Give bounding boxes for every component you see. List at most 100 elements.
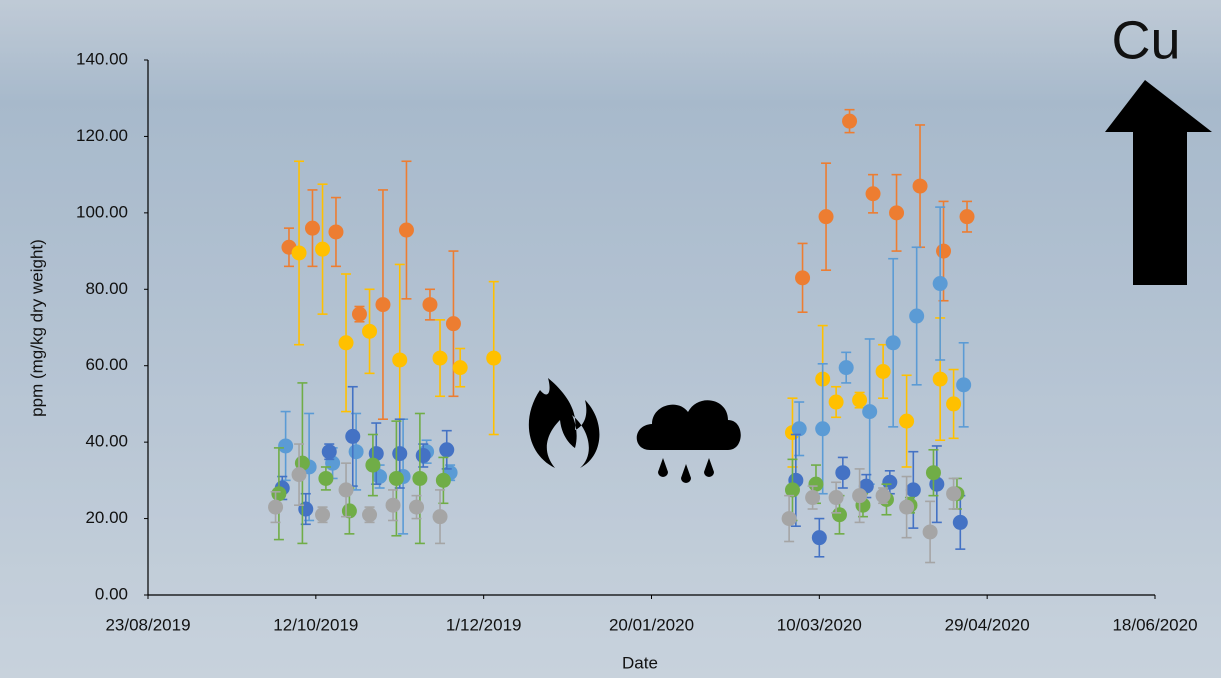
- data-point: [318, 470, 334, 486]
- x-tick-label: 29/04/2020: [945, 615, 1030, 634]
- data-point: [912, 178, 928, 194]
- x-tick-label: 20/01/2020: [609, 615, 694, 634]
- data-point: [351, 306, 367, 322]
- data-point: [328, 224, 344, 240]
- plot-area: 0.00 20.00 40.00 60.00 80.00 100.00 120.00 140.…: [76, 49, 1198, 634]
- data-point: [452, 360, 468, 376]
- data-point: [435, 472, 451, 488]
- data-point: [781, 511, 797, 527]
- data-point: [875, 488, 891, 504]
- data-point: [909, 308, 925, 324]
- data-point: [375, 297, 391, 313]
- data-point: [899, 499, 915, 515]
- data-point: [818, 209, 834, 225]
- data-point: [392, 446, 408, 462]
- y-tick-label: 20.00: [85, 508, 128, 527]
- data-point: [432, 509, 448, 525]
- x-tick-label: 10/03/2020: [777, 615, 862, 634]
- y-tick-label: 0.00: [95, 584, 128, 603]
- data-point: [338, 335, 354, 351]
- data-point: [831, 507, 847, 523]
- data-point: [268, 499, 284, 515]
- x-tick-label: 18/06/2020: [1112, 615, 1197, 634]
- data-point: [811, 530, 827, 546]
- data-point: [875, 363, 891, 379]
- data-point: [315, 241, 331, 257]
- data-point: [946, 486, 962, 502]
- x-tick-label: 1/12/2019: [446, 615, 522, 634]
- data-point: [392, 352, 408, 368]
- data-point: [784, 482, 800, 498]
- data-point: [922, 524, 938, 540]
- data-point: [842, 113, 858, 129]
- data-point: [852, 392, 868, 408]
- data-point: [905, 482, 921, 498]
- x-axis-title: Date: [622, 653, 658, 672]
- y-tick-label: 120.00: [76, 126, 128, 145]
- element-label: Cu: [1111, 10, 1180, 70]
- data-point: [365, 457, 381, 473]
- data-point: [791, 421, 807, 437]
- data-point: [925, 465, 941, 481]
- x-tick-label: 12/10/2019: [273, 615, 358, 634]
- data-point: [415, 448, 431, 464]
- data-point: [486, 350, 502, 366]
- data-point: [445, 316, 461, 332]
- data-point: [936, 243, 952, 259]
- data-point: [828, 490, 844, 506]
- y-tick-label: 140.00: [76, 49, 128, 68]
- y-tick-label: 60.00: [85, 355, 128, 374]
- fire-icon: [528, 378, 600, 468]
- data-point: [422, 297, 438, 313]
- data-point: [338, 482, 354, 498]
- data-point: [959, 209, 975, 225]
- data-point: [852, 488, 868, 504]
- data-point: [321, 444, 337, 460]
- data-point: [412, 470, 428, 486]
- rain-cloud-icon: [636, 400, 741, 483]
- data-point: [838, 360, 854, 376]
- data-point: [409, 499, 425, 515]
- data-point: [952, 514, 968, 530]
- data-point: [862, 404, 878, 420]
- data-point: [278, 438, 294, 454]
- data-point: [932, 371, 948, 387]
- y-tick-label: 80.00: [85, 279, 128, 298]
- data-point: [388, 470, 404, 486]
- data-point: [432, 350, 448, 366]
- y-tick-label: 100.00: [76, 202, 128, 221]
- y-axis-title: ppm (mg/kg dry weight): [27, 239, 46, 417]
- data-point: [291, 467, 307, 483]
- data-point: [795, 270, 811, 286]
- data-point: [828, 394, 844, 410]
- data-point: [385, 497, 401, 513]
- data-point: [885, 335, 901, 351]
- data-point: [315, 507, 331, 523]
- data-point: [348, 444, 364, 460]
- y-tick-label: 40.00: [85, 432, 128, 451]
- data-point: [889, 205, 905, 221]
- data-point: [439, 442, 455, 458]
- data-point: [865, 186, 881, 202]
- data-point: [398, 222, 414, 238]
- data-point: [956, 377, 972, 393]
- data-point: [815, 421, 831, 437]
- up-arrow: [1105, 80, 1212, 285]
- data-point: [835, 465, 851, 481]
- data-point: [291, 245, 307, 261]
- data-point: [946, 396, 962, 412]
- data-point: [298, 501, 314, 517]
- data-point: [345, 428, 361, 444]
- data-point: [932, 276, 948, 292]
- data-point: [808, 476, 824, 492]
- data-point: [271, 486, 287, 502]
- x-tick-label: 23/08/2019: [105, 615, 190, 634]
- data-point: [362, 323, 378, 339]
- data-point: [899, 413, 915, 429]
- data-point: [362, 507, 378, 523]
- data-point: [304, 220, 320, 236]
- data-point: [805, 490, 821, 506]
